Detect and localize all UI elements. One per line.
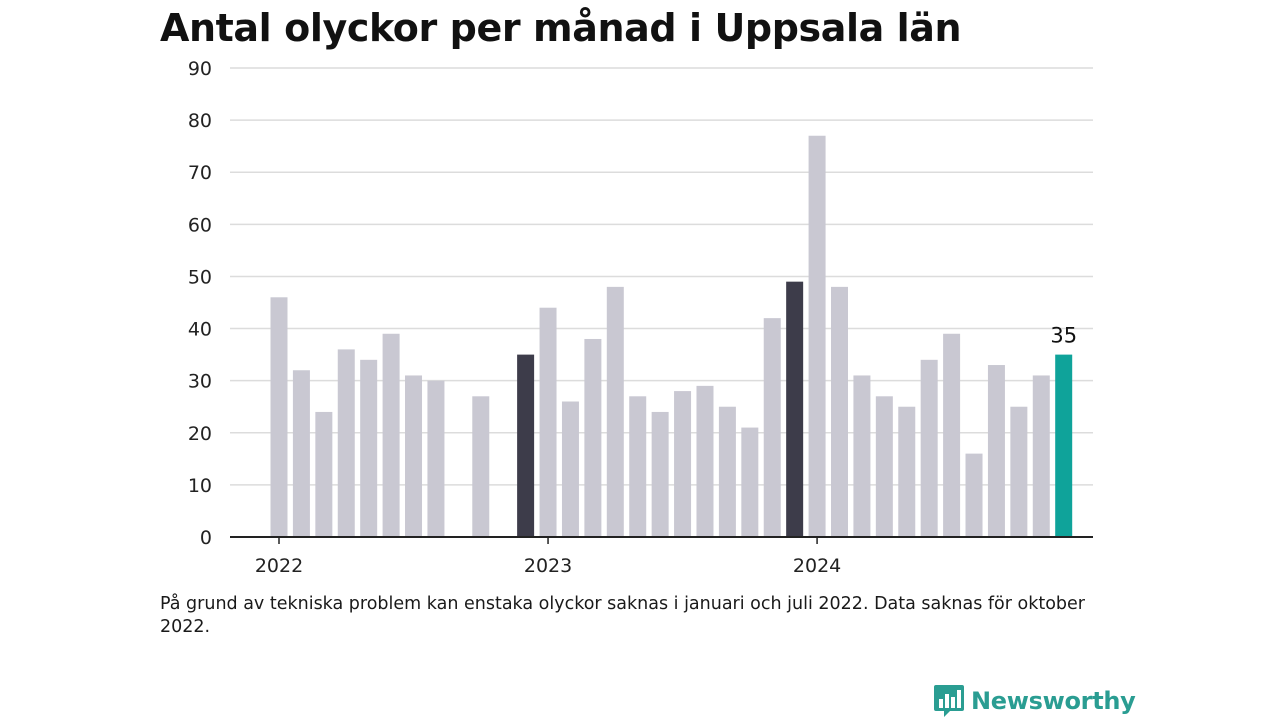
y-tick-label: 70 bbox=[188, 162, 212, 184]
footnote: På grund av tekniska problem kan enstaka… bbox=[160, 594, 1085, 637]
bar-2022-05 bbox=[337, 349, 355, 537]
y-tick-label: 0 bbox=[200, 527, 212, 549]
bar-2023-01 bbox=[517, 354, 535, 537]
bar-2024-11 bbox=[1010, 406, 1028, 537]
y-tick-label: 90 bbox=[188, 58, 212, 80]
bar-2022-11 bbox=[472, 396, 490, 537]
y-tick-label: 50 bbox=[188, 266, 212, 288]
chart-title: Antal olyckor per månad i Uppsala län bbox=[160, 6, 962, 50]
brand-name: Newsworthy bbox=[971, 687, 1136, 715]
bar-2022-08 bbox=[405, 375, 423, 537]
bar-2024-10 bbox=[987, 365, 1005, 537]
latest-value-label: 35 bbox=[1050, 324, 1077, 348]
bar-2023-09 bbox=[696, 385, 714, 537]
bar-2023-07 bbox=[651, 411, 669, 537]
bar-2024-08 bbox=[943, 333, 961, 537]
bars bbox=[270, 135, 1073, 537]
bar-2024-09 bbox=[965, 453, 983, 537]
bar-2024-06 bbox=[898, 406, 916, 537]
bar-2024-12 bbox=[1032, 375, 1050, 537]
x-tick-label: 2023 bbox=[524, 555, 572, 577]
bar-2023-11 bbox=[741, 427, 759, 537]
bar-2024-02 bbox=[808, 135, 826, 537]
bar-2024-07 bbox=[920, 359, 938, 537]
bar-2022-06 bbox=[360, 359, 378, 537]
bar-2022-02 bbox=[270, 297, 288, 537]
y-axis-tick-labels: 0 10 20 30 40 50 60 70 80 90 bbox=[188, 58, 212, 549]
y-tick-label: 10 bbox=[188, 475, 212, 497]
bar-2024-05 bbox=[875, 396, 893, 537]
bar-2023-03 bbox=[561, 401, 579, 537]
x-axis-tick-labels: 2022 2023 2024 bbox=[255, 537, 841, 577]
y-tick-label: 40 bbox=[188, 319, 212, 341]
y-tick-label: 60 bbox=[188, 214, 212, 236]
bar-2023-10 bbox=[718, 406, 736, 537]
bar-2023-05 bbox=[606, 286, 624, 537]
bar-2023-04 bbox=[584, 338, 602, 537]
bar-2023-12 bbox=[763, 318, 781, 537]
bar-2024-01 bbox=[786, 281, 804, 537]
bar-chart: 0 10 20 30 40 50 60 70 80 90 2022 2023 2024 35 bbox=[188, 58, 1093, 577]
bar-chart-speech-bubble-icon bbox=[934, 685, 964, 717]
x-tick-label: 2024 bbox=[793, 555, 841, 577]
bar-2025-01 bbox=[1055, 354, 1073, 537]
bar-2022-04 bbox=[315, 411, 333, 537]
bar-2022-03 bbox=[292, 370, 310, 537]
bar-2024-03 bbox=[831, 286, 848, 537]
bar-2024-04 bbox=[853, 375, 871, 537]
bar-2022-07 bbox=[382, 333, 400, 537]
y-tick-label: 80 bbox=[188, 110, 212, 132]
bar-2022-09 bbox=[427, 380, 445, 537]
bar-2023-02 bbox=[539, 307, 557, 537]
x-tick-label: 2022 bbox=[255, 555, 303, 577]
bar-2023-08 bbox=[674, 391, 692, 537]
data-labels: 35 bbox=[1050, 324, 1077, 348]
y-tick-label: 30 bbox=[188, 371, 212, 393]
bar-2023-06 bbox=[629, 396, 647, 537]
newsworthy-logo[interactable]: Newsworthy bbox=[933, 683, 1136, 719]
y-tick-label: 20 bbox=[188, 423, 212, 445]
